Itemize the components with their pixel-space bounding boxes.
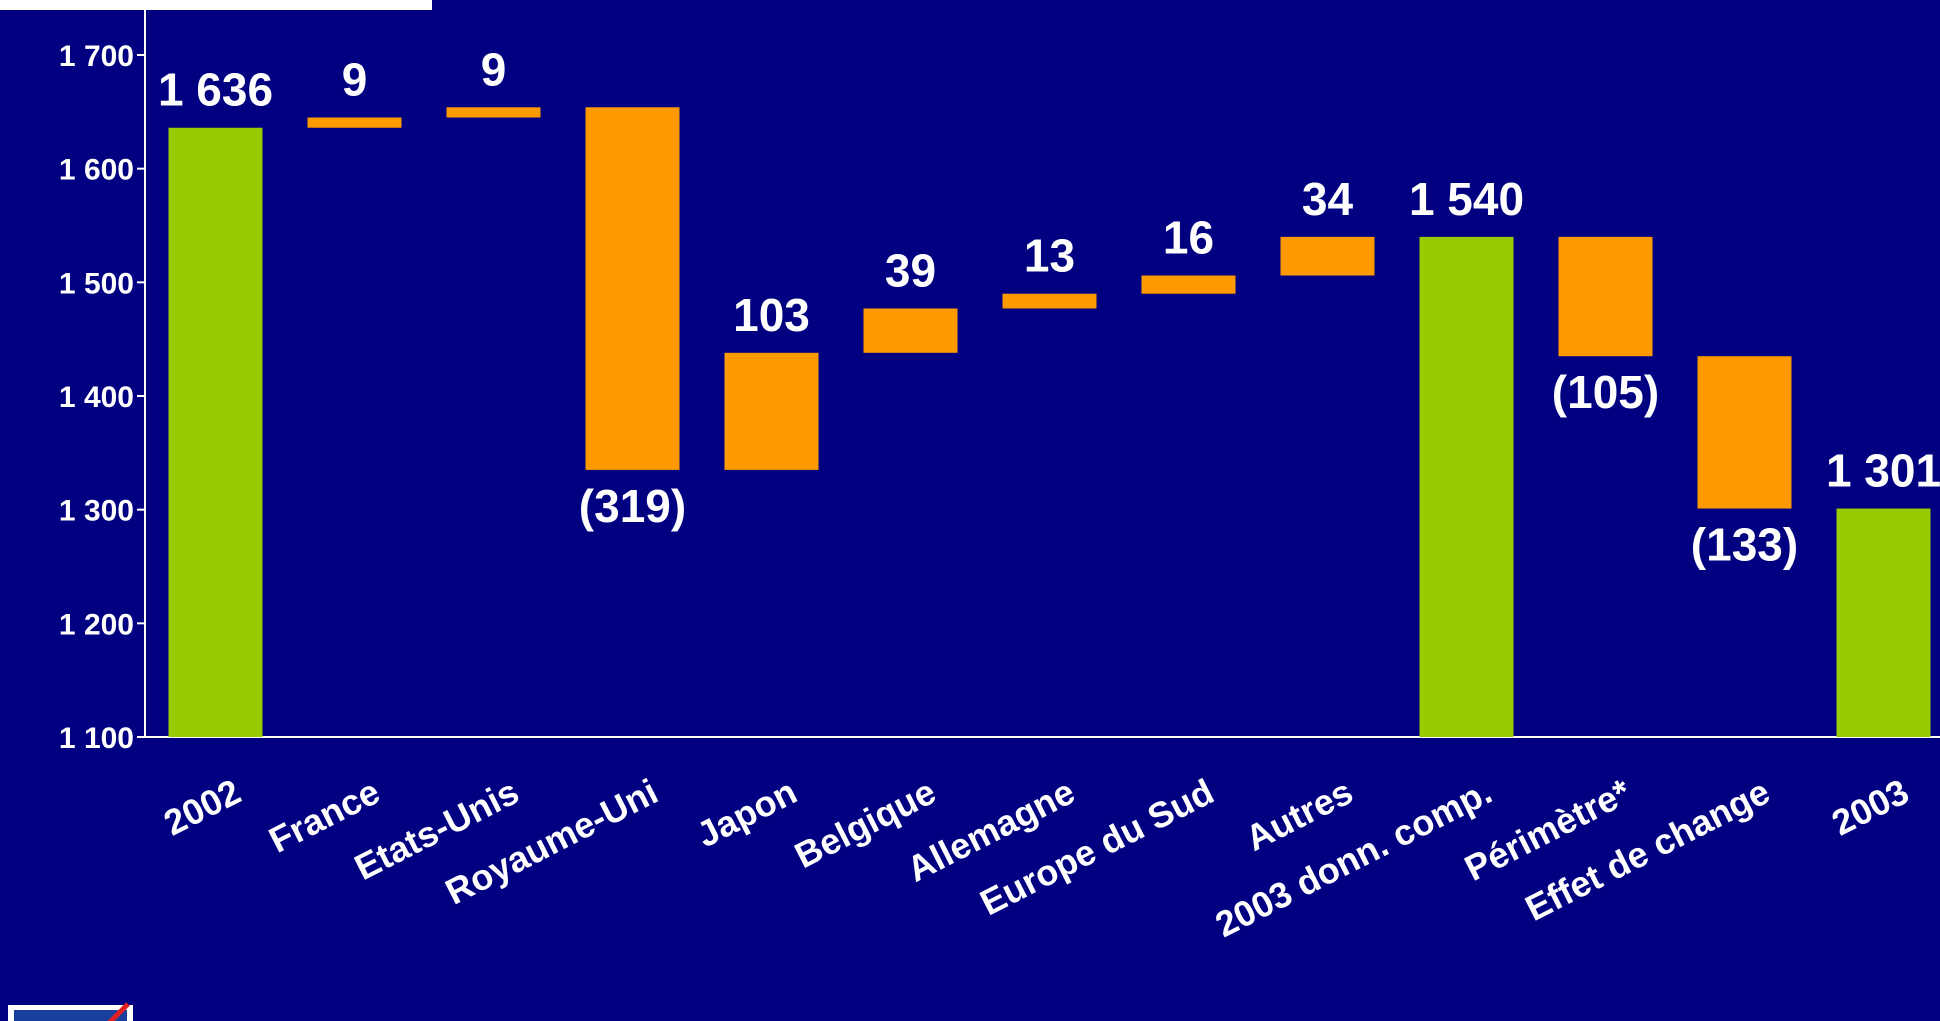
bar-delta [585, 107, 680, 470]
y-tick-label: 1 700 [59, 40, 134, 73]
bar-delta [1141, 275, 1236, 294]
y-tick-label: 1 100 [59, 722, 134, 755]
category-label: 2002 [157, 771, 247, 844]
data-label: (319) [579, 480, 686, 532]
data-label: 9 [342, 54, 368, 106]
top-left-white-bar [0, 0, 432, 10]
category-label: Japon [690, 771, 803, 856]
y-tick-label: 1 200 [59, 608, 134, 641]
bar-delta [446, 107, 541, 118]
data-label: (133) [1691, 519, 1798, 571]
data-label: 1 540 [1409, 173, 1524, 225]
data-label: 13 [1024, 230, 1075, 282]
category-label: Europe du Sud [973, 771, 1220, 924]
y-tick-label: 1 500 [59, 267, 134, 300]
bar-total [1419, 236, 1514, 737]
bar-delta [307, 117, 402, 128]
data-label: 16 [1163, 212, 1214, 264]
y-tick-label: 1 600 [59, 154, 134, 187]
logo-icon [8, 1002, 133, 1021]
data-label: 39 [885, 244, 936, 296]
bar-delta [1697, 356, 1792, 509]
bar-delta [1558, 236, 1653, 357]
bar-delta [1280, 236, 1375, 276]
bar-total [168, 127, 263, 738]
data-label: (105) [1552, 366, 1659, 418]
data-labels: 1 636 9 9 (319) 103 39 13 16 34 1 540 (105) (133) 1 … [158, 43, 1940, 570]
data-label: 1 301 [1826, 445, 1940, 497]
bars [168, 107, 1931, 738]
data-label: 1 636 [158, 64, 273, 116]
bar-delta [1002, 293, 1097, 309]
category-label: Effet de change [1519, 771, 1776, 929]
data-label: 34 [1302, 173, 1354, 225]
y-tick-label: 1 400 [59, 381, 134, 414]
bar-total [1836, 508, 1931, 737]
y-axis: 1 100 1 200 1 300 1 400 1 500 1 600 1 700 [59, 0, 1940, 755]
data-label: 9 [481, 43, 507, 95]
category-label: 2003 [1825, 771, 1915, 844]
bar-delta [724, 352, 819, 470]
y-tick-label: 1 300 [59, 495, 134, 528]
bar-delta [863, 308, 958, 353]
data-label: 103 [733, 289, 810, 341]
